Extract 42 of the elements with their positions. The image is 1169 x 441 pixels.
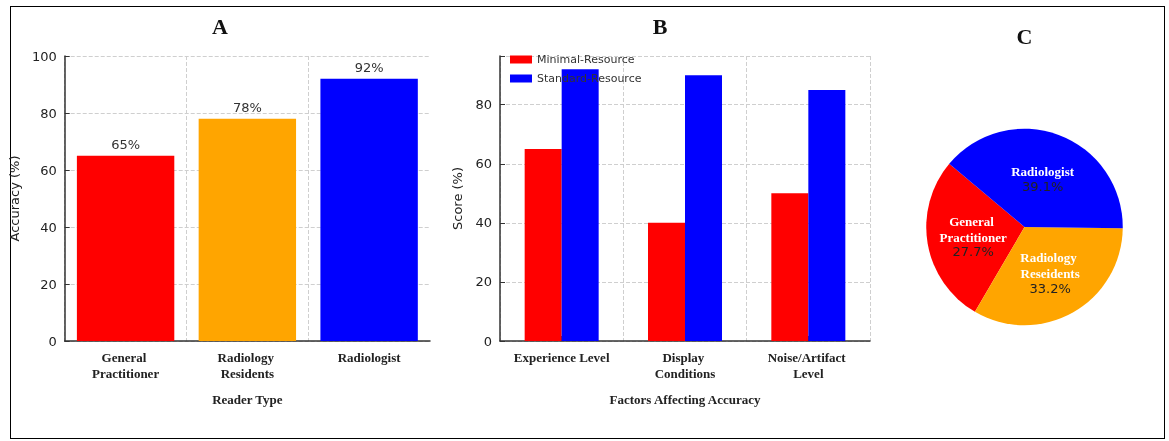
- slice-label: Radiologist: [1011, 164, 1075, 180]
- data-label: 33.2%: [1029, 280, 1071, 296]
- y-axis-title: Score (%): [450, 166, 465, 231]
- bar: [320, 78, 418, 341]
- bar: [685, 75, 722, 341]
- legend-label: Minimal-Resource: [537, 53, 635, 66]
- y-tick-label: 40: [475, 215, 492, 231]
- y-tick-label: 20: [475, 274, 492, 290]
- chart-title: C: [1016, 23, 1033, 49]
- y-tick-label: 0: [483, 333, 492, 349]
- bar: [198, 118, 297, 341]
- y-tick-label: 80: [475, 97, 492, 113]
- chart-title: A: [212, 13, 229, 39]
- bar: [648, 222, 685, 341]
- chart-title: B: [652, 13, 668, 39]
- x-tick-label: Noise/Artifact Level: [767, 349, 849, 381]
- data-label: 65%: [111, 136, 141, 152]
- y-tick-label: 40: [40, 219, 57, 235]
- y-tick-label: 0: [48, 333, 57, 349]
- slice-label: Radiology Reseidents: [1020, 250, 1080, 282]
- data-label: 92%: [354, 59, 384, 75]
- y-tick-label: 60: [40, 162, 57, 178]
- x-axis-title: Reader Type: [212, 392, 283, 407]
- data-label: 39.1%: [1022, 178, 1064, 194]
- bar: [524, 149, 562, 341]
- y-tick-label: 80: [40, 105, 57, 121]
- y-tick-label: 60: [475, 156, 492, 172]
- slice-label: General Practitioner: [939, 213, 1007, 245]
- x-tick-label: Radiologist: [337, 349, 402, 365]
- x-axis-title: Factors Affecting Accuracy: [609, 392, 761, 407]
- y-tick-label: 100: [31, 48, 57, 64]
- x-tick-label: Radiology Residents: [217, 349, 278, 381]
- x-tick-label: Experience Level: [513, 349, 610, 365]
- y-axis-title: Accuracy (%): [7, 155, 22, 242]
- y-tick-label: 20: [40, 276, 57, 292]
- x-tick-label: General Practitioner: [92, 349, 160, 381]
- data-label: 27.7%: [952, 244, 994, 260]
- data-label: 78%: [232, 99, 262, 115]
- bar: [76, 155, 175, 341]
- x-tick-label: Display Conditions: [654, 349, 716, 381]
- bar: [808, 89, 846, 341]
- bar: [771, 193, 809, 341]
